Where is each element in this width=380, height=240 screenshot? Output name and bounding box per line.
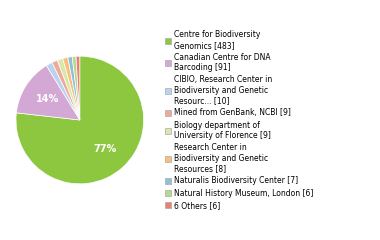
- Wedge shape: [72, 56, 80, 120]
- Text: 14%: 14%: [36, 94, 59, 104]
- Wedge shape: [57, 59, 80, 120]
- Wedge shape: [46, 62, 80, 120]
- Wedge shape: [16, 56, 144, 184]
- Wedge shape: [52, 60, 80, 120]
- Legend: Centre for Biodiversity
Genomics [483], Canadian Centre for DNA
Barcoding [91], : Centre for Biodiversity Genomics [483], …: [163, 29, 315, 211]
- Wedge shape: [16, 66, 80, 120]
- Wedge shape: [76, 56, 80, 120]
- Wedge shape: [63, 57, 80, 120]
- Text: 77%: 77%: [94, 144, 117, 154]
- Wedge shape: [68, 57, 80, 120]
